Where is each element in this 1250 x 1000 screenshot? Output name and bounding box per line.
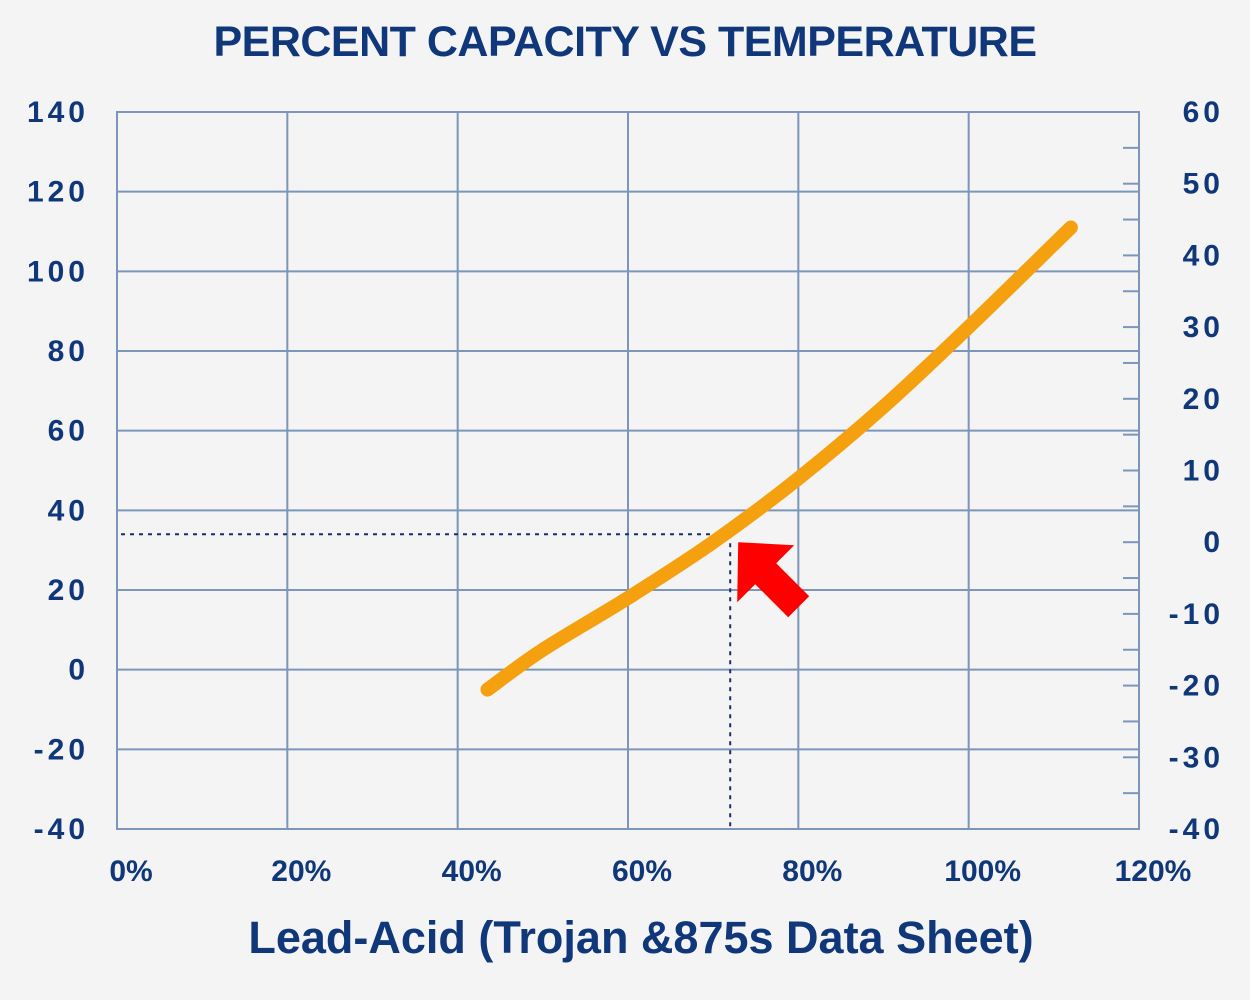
y-tick-label: 80	[48, 335, 89, 368]
x-axis-label: Lead-Acid (Trojan &875s Data Sheet)	[248, 912, 1034, 963]
y-tick-label: 0	[68, 654, 89, 687]
chart-title: PERCENT CAPACITY VS TEMPERATURE	[213, 18, 1037, 66]
y2-tick-label: 30	[1183, 311, 1224, 344]
y-tick-label: -40	[34, 813, 89, 846]
y-tick-label: 20	[48, 574, 89, 607]
x-tick-label: 100%	[944, 855, 1021, 888]
y-tick-label: 60	[48, 415, 89, 448]
y2-tick-label: -10	[1169, 598, 1224, 631]
y2-tick-label: 10	[1183, 455, 1224, 488]
x-tick-label: 20%	[271, 855, 331, 888]
y-tick-label: 120	[27, 176, 89, 209]
y-tick-label: 100	[27, 255, 89, 288]
series-line	[480, 220, 1078, 697]
y-tick-label: 40	[48, 494, 89, 527]
x-tick-label: 40%	[442, 855, 502, 888]
x-tick-label: 120%	[1115, 855, 1192, 888]
y2-tick-label: -40	[1169, 813, 1224, 846]
plot-frame	[116, 111, 1140, 830]
x-tick-label: 80%	[782, 855, 842, 888]
y2-tick-label: -30	[1169, 741, 1224, 774]
y2-tick-label: -20	[1169, 670, 1224, 703]
y2-tick-label: 60	[1183, 96, 1224, 129]
x-tick-label: 0%	[109, 855, 152, 888]
y-tick-label: -20	[34, 733, 89, 766]
x-tick-label: 60%	[612, 855, 672, 888]
y-tick-label: 140	[27, 96, 89, 129]
y2-tick-label: 50	[1183, 168, 1224, 201]
y2-tick-label: 40	[1183, 239, 1224, 272]
red-arrow-pointer	[737, 542, 810, 618]
y2-tick-label: 20	[1183, 383, 1224, 416]
y2-tick-label: 0	[1203, 526, 1224, 559]
